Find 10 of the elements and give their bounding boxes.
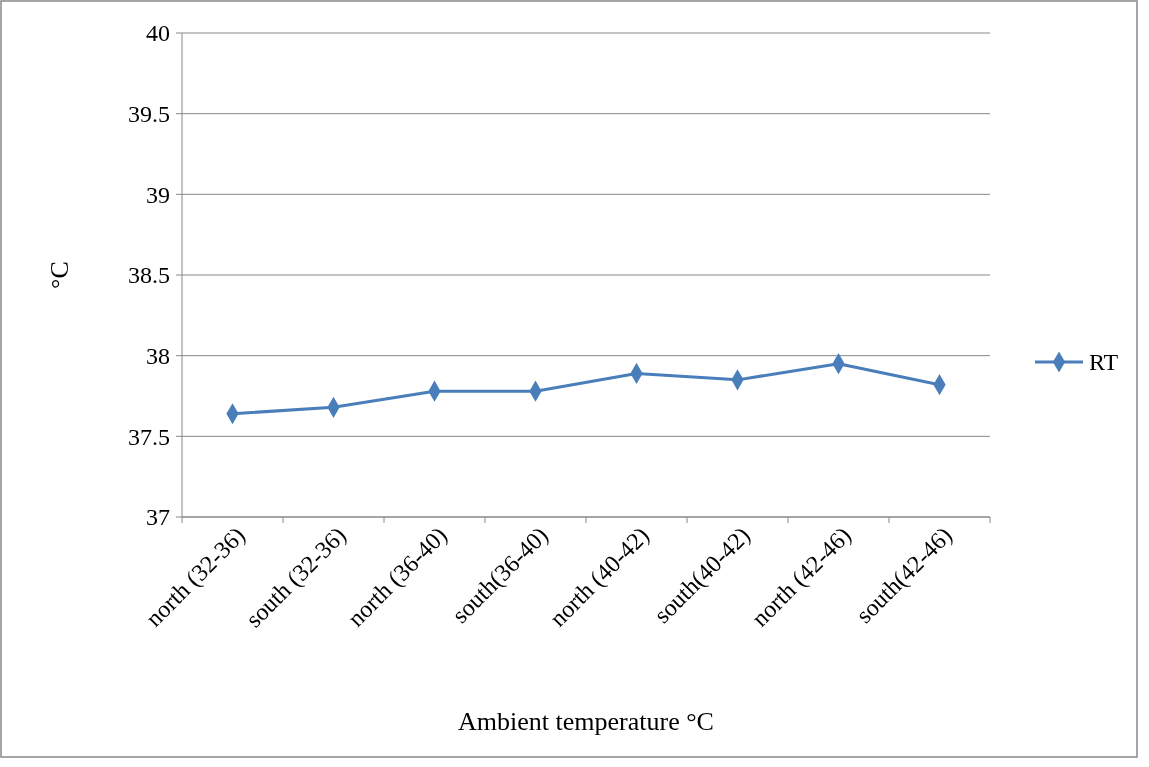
y-tick-label: 40 [146,20,170,47]
y-tick-label: 37 [146,504,170,531]
y-tick-label: 37.5 [128,423,170,450]
y-tick-label: 39.5 [128,101,170,128]
legend-label: RT [1089,349,1119,376]
y-tick-label: 38 [146,343,170,370]
x-axis-title: Ambient temperature °C [458,707,714,736]
y-tick-label: 39 [146,181,170,208]
y-axis-title: °C [45,261,74,289]
y-tick-label: 38.5 [128,262,170,289]
